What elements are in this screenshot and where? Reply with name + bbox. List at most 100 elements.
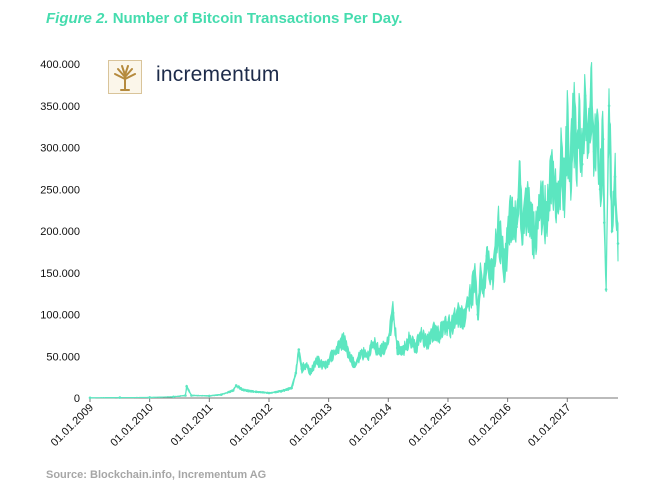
- data-point: [382, 346, 386, 350]
- data-point: [476, 313, 480, 316]
- y-tick-label: 250.000: [40, 184, 80, 196]
- x-tick-label: 01.01.2012: [228, 402, 275, 449]
- data-point: [473, 279, 477, 283]
- y-tick-label: 300.000: [40, 143, 80, 155]
- data-point: [172, 395, 175, 399]
- data-point: [300, 367, 304, 371]
- data-point: [571, 108, 575, 112]
- data-point: [598, 187, 602, 191]
- data-point: [249, 390, 253, 393]
- y-tick-label: 350.000: [40, 101, 80, 113]
- data-point: [568, 179, 572, 183]
- data-point: [604, 288, 608, 291]
- y-tick-label: 100.000: [40, 310, 80, 322]
- data-point: [304, 363, 308, 366]
- data-point: [315, 359, 319, 362]
- data-point: [336, 346, 339, 350]
- data-point: [366, 354, 369, 358]
- data-point: [425, 342, 429, 346]
- data-point: [185, 385, 188, 388]
- data-point: [290, 386, 293, 390]
- data-point: [443, 321, 447, 325]
- data-point: [346, 350, 350, 354]
- data-point: [208, 394, 211, 398]
- data-point: [563, 187, 566, 191]
- data-point: [437, 334, 441, 337]
- data-point: [607, 104, 611, 108]
- y-tick-label: 400.000: [40, 59, 80, 71]
- data-point: [467, 300, 471, 304]
- series-band: [89, 62, 619, 399]
- data-point: [219, 393, 223, 396]
- data-point: [148, 396, 151, 399]
- x-tick-label: 01.01.2017: [526, 402, 573, 449]
- x-tick-label: 01.01.2013: [287, 402, 334, 449]
- x-tick-label: 01.01.2010: [108, 402, 155, 449]
- data-point: [387, 338, 390, 341]
- data-point: [449, 325, 453, 329]
- data-point: [592, 150, 596, 153]
- y-axis: 0 50.000 100.000 150.000 200.000 250.000 300.0…: [40, 59, 80, 405]
- data-point: [557, 204, 560, 208]
- logo-wordmark: incrementum: [156, 63, 280, 86]
- data-point: [560, 158, 563, 162]
- x-tick-label: 01.01.2009: [49, 402, 96, 449]
- x-tick-label: 01.01.2015: [407, 402, 454, 449]
- x-tick-label: 01.01.2014: [347, 402, 394, 449]
- data-point: [521, 221, 524, 224]
- data-point: [482, 288, 486, 291]
- data-point: [616, 242, 620, 245]
- data-point: [455, 313, 459, 316]
- data-point: [294, 371, 298, 375]
- y-tick-label: 50.000: [46, 351, 80, 363]
- x-tick-label: 01.01.2016: [466, 402, 513, 449]
- data-point: [518, 183, 521, 187]
- data-point: [580, 162, 584, 166]
- data-point: [497, 229, 500, 233]
- data-point: [190, 394, 193, 397]
- data-point: [324, 364, 327, 368]
- data-point: [479, 275, 483, 279]
- data-point: [297, 348, 301, 351]
- data-point: [231, 389, 235, 392]
- data-point: [545, 217, 548, 220]
- figure-label: Figure 2.: [46, 10, 109, 27]
- data-point: [610, 229, 614, 233]
- data-point: [407, 338, 411, 341]
- data-point: [527, 204, 530, 208]
- y-tick-label: 200.000: [40, 226, 80, 238]
- data-point: [401, 350, 405, 354]
- y-tick-label: 150.000: [40, 268, 80, 280]
- data-point: [565, 129, 569, 133]
- data-point: [613, 175, 617, 179]
- data-point: [509, 217, 512, 220]
- data-point: [539, 200, 542, 204]
- data-point: [309, 371, 313, 375]
- data-point: [551, 171, 554, 174]
- incrementum-logo: incrementum: [108, 60, 298, 94]
- source-note: Source: Blockchain.info, Incrementum AG: [46, 469, 267, 481]
- tree-icon: [108, 60, 142, 94]
- data-point: [485, 254, 489, 258]
- data-point: [360, 350, 363, 354]
- data-point: [395, 346, 399, 350]
- data-point: [279, 390, 283, 393]
- data-point: [491, 271, 495, 275]
- data-point: [88, 396, 92, 400]
- chart-title-block: Figure 2. Number of Bitcoin Transactions…: [46, 10, 402, 27]
- x-tick-label: 01.01.2011: [169, 402, 216, 449]
- data-point: [602, 221, 606, 224]
- data-point: [378, 350, 381, 354]
- data-point: [184, 394, 187, 397]
- chart-title: Number of Bitcoin Transactions Per Day.: [112, 10, 403, 27]
- data-point: [431, 329, 435, 333]
- data-point: [583, 94, 587, 98]
- data-point: [330, 354, 333, 358]
- data-point: [515, 225, 518, 229]
- data-point: [234, 384, 238, 387]
- data-point: [118, 396, 122, 399]
- y-tick-label: 0: [74, 393, 80, 405]
- data-point: [574, 154, 578, 158]
- data-point: [461, 317, 465, 320]
